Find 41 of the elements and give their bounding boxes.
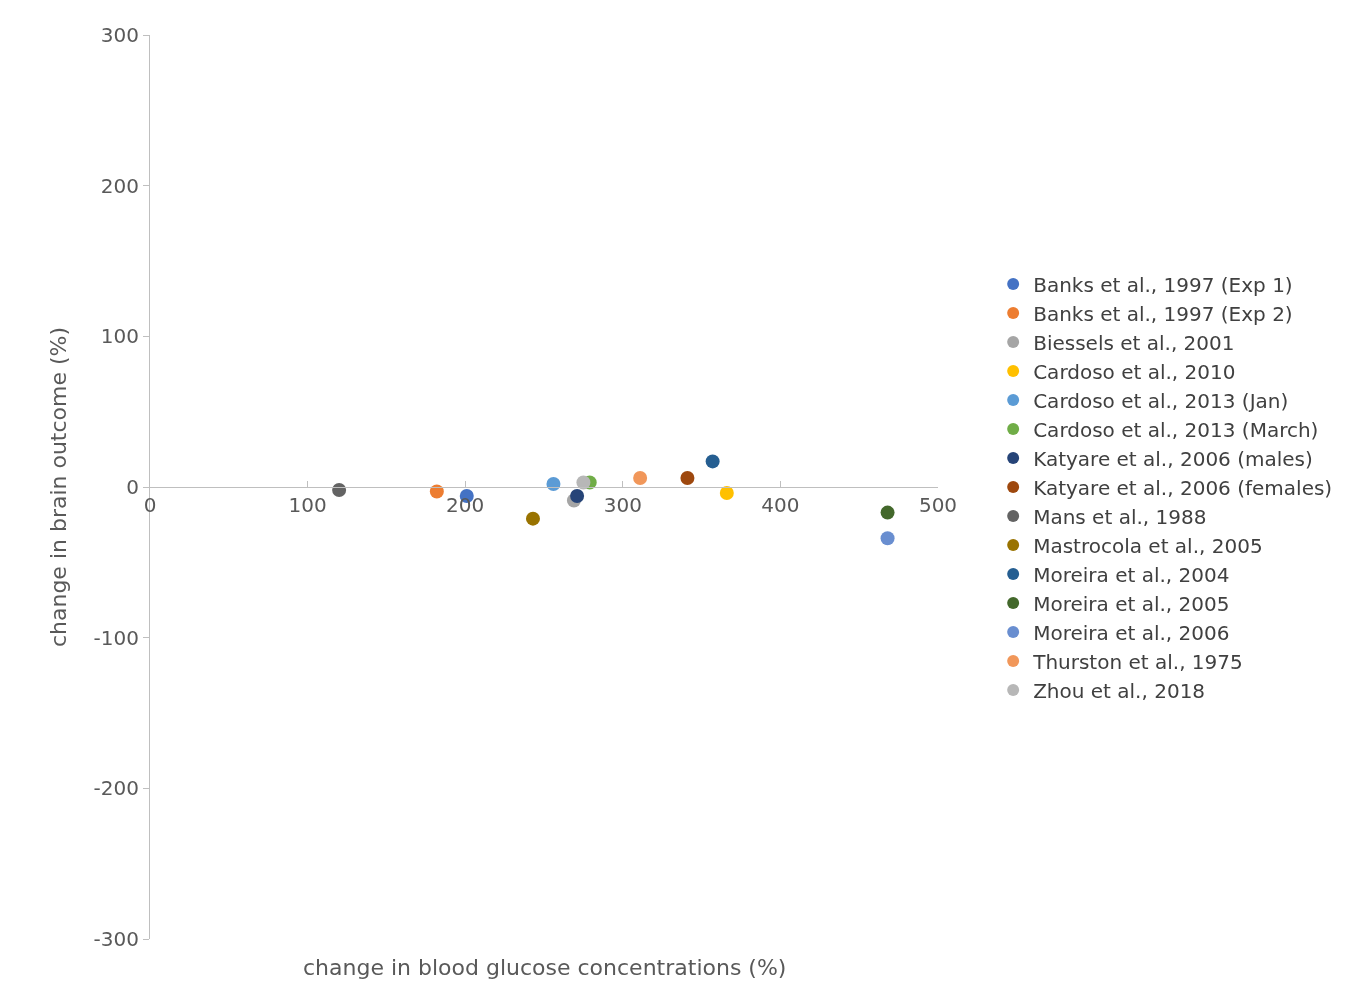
legend-label: Katyare et al., 2006 (males) (1033, 446, 1313, 471)
point (576, 475, 591, 490)
legend-label: Thurston et al., 1975 (1032, 649, 1243, 674)
y-tick-label: -100 (93, 625, 139, 650)
legend-label: Moreira et al., 2005 (1033, 591, 1230, 616)
legend-label: Mastrocola et al., 2005 (1033, 533, 1263, 558)
y-tick-label: 0 (126, 475, 139, 499)
x-tick-label: 0 (143, 493, 157, 517)
point (332, 483, 347, 497)
legend-label: Zhou et al., 2018 (1033, 678, 1206, 703)
x-axis-title: change in blood glucose concentrations (%) (303, 955, 787, 980)
legend-label: Moreira et al., 2006 (1033, 620, 1230, 645)
legend-label: Cardoso et al., 2010 (1033, 359, 1236, 384)
y-tick-label: -200 (93, 776, 139, 801)
point (546, 476, 561, 491)
y-axis-title: change in brain outcome (%) (46, 326, 72, 648)
point (525, 511, 540, 526)
x-tick-label: 100 (288, 493, 327, 517)
point (633, 470, 648, 485)
x-tick-label: 300 (603, 493, 642, 517)
y-tick-label: 300 (100, 23, 139, 47)
legend-label: Banks et al., 1997 (Exp 2) (1033, 301, 1293, 326)
x-tick-label: 400 (761, 493, 800, 517)
point (719, 486, 734, 501)
y-tick-label: 200 (100, 173, 139, 198)
legend-label: Katyare et al., 2006 (females) (1033, 475, 1333, 500)
legend-label: Banks et al., 1997 (Exp 1) (1033, 272, 1293, 297)
point (680, 470, 695, 485)
y-tick-label: 100 (100, 324, 139, 349)
point (880, 531, 895, 546)
legend-label: Cardoso et al., 2013 (March) (1033, 417, 1319, 442)
point (570, 489, 585, 504)
legend-label: Moreira et al., 2004 (1033, 562, 1230, 587)
y-tick-label: -300 (93, 927, 139, 951)
legend-label: Mans et al., 1988 (1033, 504, 1207, 529)
x-tick-label: 500 (918, 493, 958, 517)
legend-label: Cardoso et al., 2013 (Jan) (1033, 388, 1289, 413)
x-tick-label: 200 (446, 493, 485, 517)
legend-label: Biessels et al., 2001 (1033, 330, 1235, 355)
point (880, 505, 895, 520)
point (705, 454, 720, 469)
